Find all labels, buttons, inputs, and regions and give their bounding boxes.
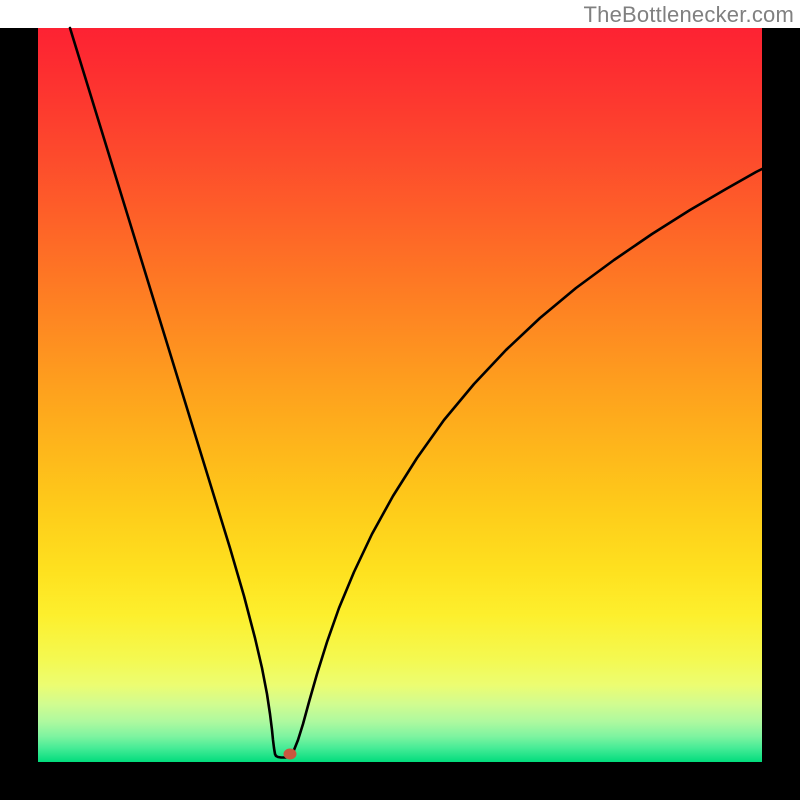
optimal-point-marker — [284, 749, 296, 759]
chart-svg — [0, 0, 800, 800]
watermark-text: TheBottlenecker.com — [584, 0, 800, 28]
plot-area-gradient — [38, 28, 762, 762]
chart-container: { "watermark": { "text": "TheBottlenecke… — [0, 0, 800, 800]
